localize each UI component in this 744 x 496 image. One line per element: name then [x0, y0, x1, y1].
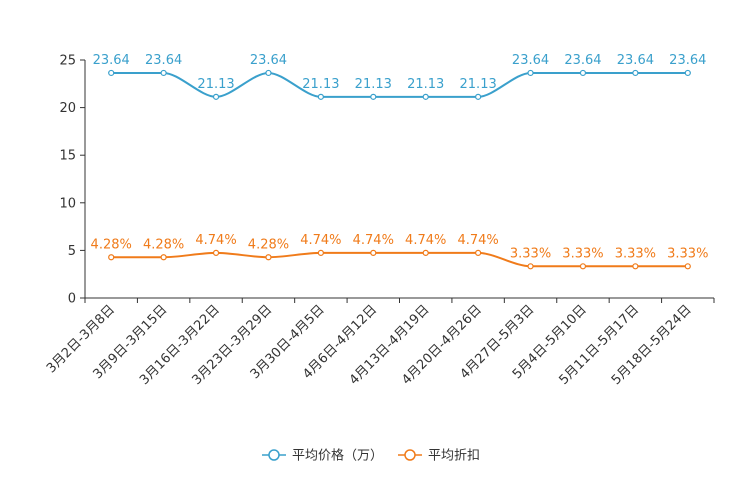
- y-tick-label: 0: [68, 292, 76, 307]
- data-point: [108, 254, 115, 261]
- y-tick-label: 10: [59, 196, 76, 211]
- legend: 平均价格（万） 平均折扣: [262, 448, 480, 464]
- data-label: 21.13: [407, 77, 444, 92]
- legend-item-avg-discount: 平均折扣: [398, 449, 480, 464]
- data-point: [632, 69, 639, 77]
- data-point: [317, 249, 324, 256]
- data-label: 21.13: [355, 77, 392, 92]
- data-label: 4.28%: [143, 237, 184, 252]
- data-point: [212, 93, 220, 100]
- data-point: [579, 263, 587, 270]
- y-tick-label: 5: [68, 244, 76, 259]
- series-avg-discount: 4.28% 4.28% 4.74% 4.28% 4.74% 4.74% 4.74% 4.74%…: [91, 233, 708, 270]
- legend-label: 平均折扣: [428, 449, 480, 464]
- data-point: [579, 69, 587, 77]
- data-label: 4.28%: [248, 237, 289, 252]
- data-label: 4.74%: [405, 233, 446, 248]
- data-label: 3.33%: [667, 246, 708, 261]
- series-layer: 23.64 23.64 21.13 23.64 21.13 21.13 21.13 21.13…: [91, 53, 708, 270]
- data-label: 4.74%: [300, 233, 341, 248]
- y-tick-label: 20: [59, 101, 76, 116]
- data-point: [160, 69, 167, 77]
- data-point: [475, 249, 482, 256]
- data-point: [475, 93, 482, 100]
- data-point: [108, 69, 115, 77]
- data-label: 3.33%: [615, 246, 656, 261]
- y-tick-label: 25: [59, 54, 76, 69]
- data-point: [527, 69, 534, 77]
- data-label: 4.74%: [195, 233, 236, 248]
- data-point: [160, 254, 167, 261]
- data-label: 23.64: [145, 53, 182, 68]
- data-label: 4.74%: [353, 233, 394, 248]
- data-point: [212, 249, 220, 256]
- axes: 05101520253月2日-3月8日3月9日-3月15日3月16日-3月22日…: [44, 54, 715, 388]
- legend-label: 平均价格（万）: [292, 448, 383, 464]
- data-label: 3.33%: [562, 246, 603, 261]
- data-label: 23.64: [617, 53, 654, 68]
- data-point: [422, 93, 429, 100]
- data-label: 23.64: [669, 53, 706, 68]
- data-label: 4.28%: [91, 237, 132, 252]
- data-label: 23.64: [250, 53, 287, 68]
- series-line: [111, 71, 688, 98]
- data-point: [632, 263, 639, 270]
- legend-marker: [268, 449, 280, 461]
- data-point: [370, 93, 377, 100]
- series-line: [111, 251, 688, 268]
- data-point: [317, 93, 324, 100]
- series-avg-price: 23.64 23.64 21.13 23.64 21.13 21.13 21.13 21.13…: [93, 53, 706, 100]
- data-label: 21.13: [197, 77, 234, 92]
- data-point: [527, 263, 534, 270]
- data-point: [265, 69, 272, 77]
- data-label: 23.64: [512, 53, 549, 68]
- data-point: [684, 263, 691, 270]
- data-point: [370, 249, 377, 256]
- data-label: 3.33%: [510, 246, 551, 261]
- data-point: [265, 254, 272, 261]
- data-label: 23.64: [93, 53, 130, 68]
- data-label: 4.74%: [457, 233, 498, 248]
- legend-item-avg-price: 平均价格（万）: [262, 448, 383, 464]
- data-label: 23.64: [564, 53, 601, 68]
- legend-marker: [404, 449, 416, 461]
- data-label: 21.13: [460, 77, 497, 92]
- data-point: [684, 69, 691, 77]
- data-point: [422, 249, 429, 256]
- data-label: 21.13: [302, 77, 339, 92]
- y-tick-label: 15: [59, 149, 76, 164]
